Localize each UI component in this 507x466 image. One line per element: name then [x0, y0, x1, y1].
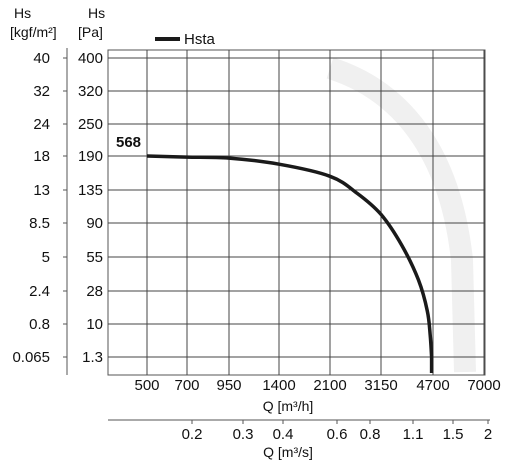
x-secondary-tick-label: 0.3: [233, 426, 254, 443]
curve-label-568: 568: [116, 134, 141, 151]
y-primary-tick-label: 10: [86, 316, 103, 333]
x-secondary-tick-labels: 0.2 0.3 0.4 0.6 0.8 1.1 1.5 2: [182, 420, 492, 443]
x-secondary-tick-label: 0.8: [360, 426, 381, 443]
y-primary-label-unit: [Pa]: [78, 24, 103, 40]
y-secondary-tick-label: 0.8: [29, 316, 50, 333]
y-primary-tick-label: 190: [78, 148, 103, 165]
y-tick-marks: [63, 57, 67, 358]
y-secondary-tick-label: 5: [42, 249, 50, 266]
y-primary-tick-label: 320: [78, 83, 103, 100]
y-secondary-tick-label: 13: [33, 182, 50, 199]
y-primary-tick-label: 400: [78, 50, 103, 67]
x-primary-tick-label: 950: [216, 377, 241, 394]
x-primary-tick-label: 4700: [416, 377, 449, 394]
x-primary-tick-label: 1400: [262, 377, 295, 394]
y-secondary-tick-label: 40: [33, 50, 50, 67]
y-primary-tick-label: 1.3: [82, 349, 103, 366]
x-primary-tick-label: 3150: [364, 377, 397, 394]
y-primary-tick-label: 250: [78, 116, 103, 133]
y-primary-tick-labels: 400 320 250 190 135 90 55 28 10 1.3: [78, 50, 103, 366]
x-secondary-tick-label: 1.5: [443, 426, 464, 443]
y-secondary-tick-label: 0.065: [12, 349, 50, 366]
x-primary-tick-label: 7000: [467, 377, 500, 394]
x-primary-tick-labels: 500 700 950 1400 2100 3150 4700 7000: [134, 377, 500, 394]
y-primary-tick-label: 135: [78, 182, 103, 199]
x-primary-tick-label: 700: [174, 377, 199, 394]
x-secondary-tick-label: 0.6: [327, 426, 348, 443]
y-secondary-tick-labels: 40 32 24 18 13 8.5 5 2.4 0.8 0.065: [12, 50, 50, 366]
x-primary-tick-label: 500: [134, 377, 159, 394]
plot-area: [107, 49, 486, 376]
x-primary-tick-label: 2100: [313, 377, 346, 394]
y-primary-tick-label: 55: [86, 249, 103, 266]
y-secondary-label-unit: [kgf/m²]: [10, 24, 57, 40]
y-secondary-tick-label: 8.5: [29, 215, 50, 232]
legend-label-hsta: Hsta: [184, 31, 216, 48]
y-secondary-tick-label: 32: [33, 83, 50, 100]
y-secondary-tick-label: 18: [33, 148, 50, 165]
x-secondary-axis-label: Q [m³/s]: [263, 444, 313, 460]
y-primary-tick-label: 28: [86, 283, 103, 300]
y-primary-tick-label: 90: [86, 215, 103, 232]
background-envelope-curve: [326, 57, 476, 373]
y-secondary-label-top: Hs: [14, 5, 31, 21]
x-secondary-tick-label: 2: [484, 426, 492, 443]
x-primary-axis-label: Q [m³/h]: [263, 398, 314, 414]
x-secondary-tick-label: 0.2: [182, 426, 203, 443]
y-secondary-tick-label: 24: [33, 116, 50, 133]
x-secondary-tick-label: 1.1: [403, 426, 424, 443]
y-secondary-tick-label: 2.4: [29, 283, 50, 300]
x-secondary-tick-label: 0.4: [273, 426, 294, 443]
y-primary-label-top: Hs: [88, 5, 105, 21]
series-line-hsta: [146, 154, 434, 373]
